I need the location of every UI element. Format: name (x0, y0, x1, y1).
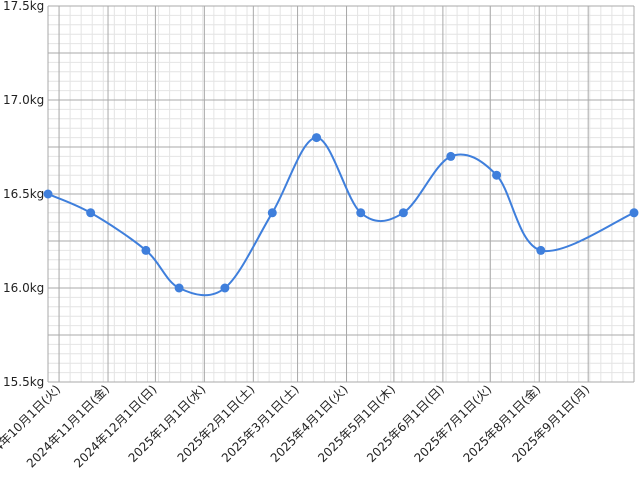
data-point[interactable] (312, 133, 322, 143)
data-point[interactable] (43, 189, 53, 199)
data-point[interactable] (492, 170, 502, 180)
data-point[interactable] (220, 283, 230, 293)
data-point[interactable] (356, 208, 366, 218)
x-axis-tick-labels: 2024年10月1日(火)2024年11月1日(金)2024年12月1日(日)2… (0, 382, 592, 471)
data-point[interactable] (174, 283, 184, 293)
data-point[interactable] (446, 151, 456, 161)
y-tick-label: 16.5kg (3, 187, 44, 201)
major-grid (47, 5, 635, 383)
y-tick-label: 15.5kg (3, 375, 44, 389)
y-tick-label: 17.0kg (3, 93, 44, 107)
data-point[interactable] (536, 245, 546, 255)
series-line (47, 136, 635, 297)
data-point[interactable] (398, 208, 408, 218)
series-layer (43, 133, 639, 297)
x-tick-label: 2024年11月1日(金) (23, 382, 112, 471)
data-point[interactable] (86, 208, 96, 218)
data-point[interactable] (267, 208, 277, 218)
y-tick-label: 17.5kg (3, 0, 44, 13)
data-point[interactable] (629, 208, 639, 218)
y-tick-label: 16.0kg (3, 281, 44, 295)
x-tick-label: 2024年12月1日(日) (71, 382, 159, 470)
y-axis-tick-labels: 15.5kg 16.0kg 16.5kg 17.0kg 17.5kg (3, 0, 44, 389)
data-point[interactable] (141, 245, 151, 255)
